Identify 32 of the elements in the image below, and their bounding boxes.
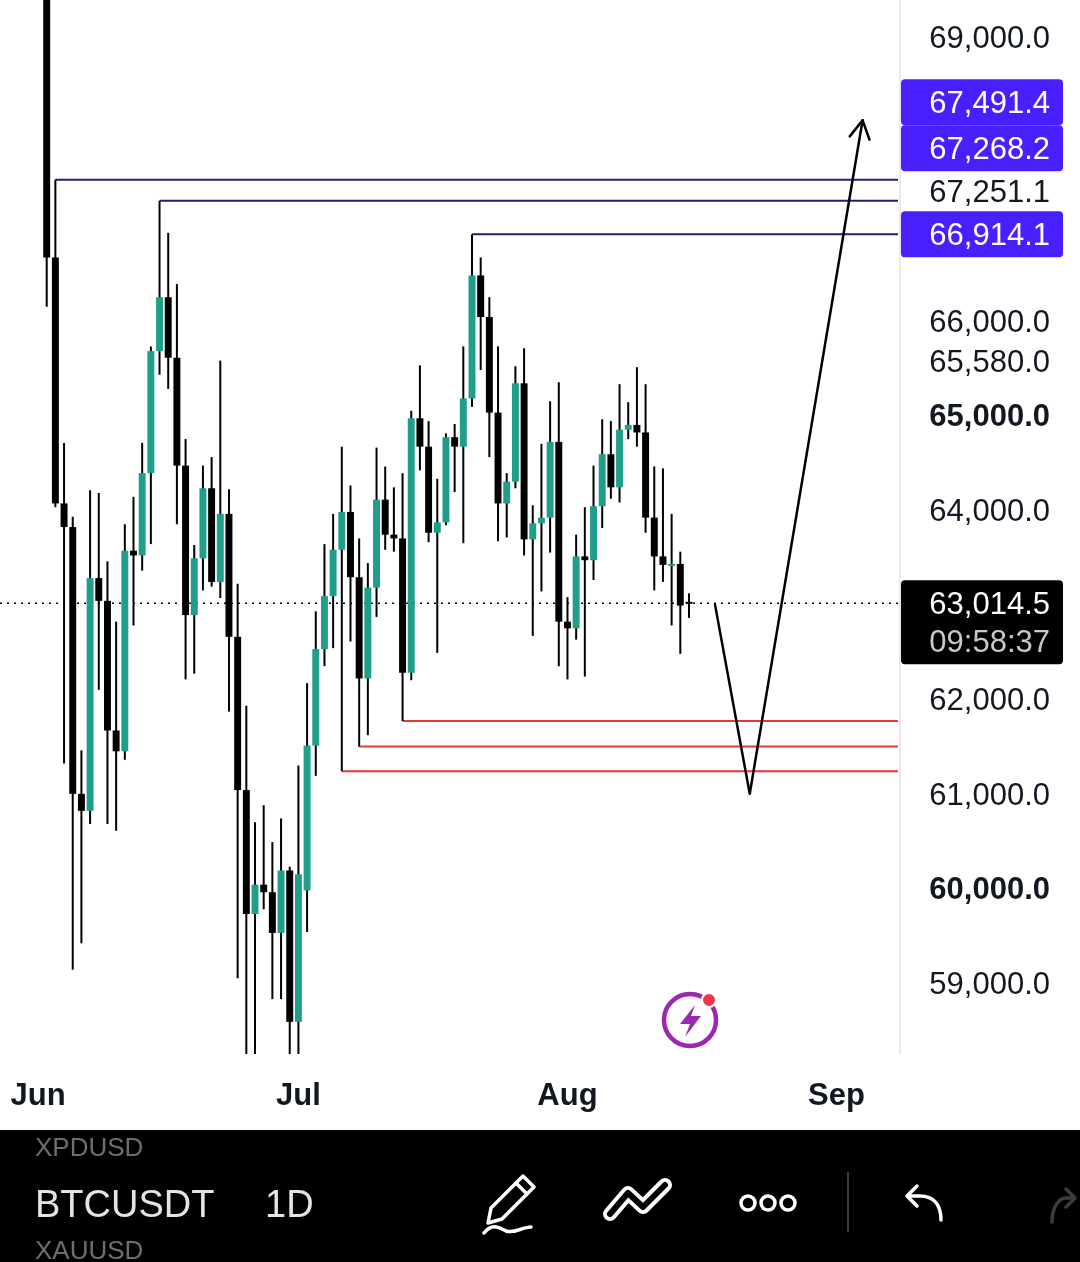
ref-line-label: 63,014.5 xyxy=(929,585,1050,621)
candlestick xyxy=(77,749,85,945)
y-tick-label: 69,000.0 xyxy=(929,19,1050,55)
candlestick xyxy=(451,422,459,494)
text: XPDUSD xyxy=(35,1132,144,1162)
y-tick-label: 65,580.0 xyxy=(929,343,1050,379)
x-tick-label: Jun xyxy=(10,1076,66,1112)
x-tick-label: Aug xyxy=(537,1076,598,1112)
y-tick-label: 64,000.0 xyxy=(929,492,1050,528)
y-tick-label: 62,000.0 xyxy=(929,681,1050,717)
candlestick xyxy=(659,467,667,583)
y-tick-label: 67,251.1 xyxy=(929,173,1050,209)
ref-line-label: 67,491.4 xyxy=(929,84,1050,120)
y-tick-label: 66,000.0 xyxy=(929,303,1050,339)
candlestick xyxy=(633,366,641,448)
y-tick-label: 61,000.0 xyxy=(929,776,1050,812)
y-tick-label: 65,000.0 xyxy=(929,397,1050,433)
ref-line-label: 66,914.1 xyxy=(929,216,1050,252)
x-tick-label: Jul xyxy=(276,1076,321,1112)
text: BTCUSDT xyxy=(35,1183,215,1225)
candlestick xyxy=(112,620,120,832)
y-tick-label: 59,000.0 xyxy=(929,965,1050,1001)
text: XAUUSD xyxy=(35,1235,144,1262)
text: 09:58:37 xyxy=(929,623,1050,659)
ref-line-label: 67,268.2 xyxy=(929,130,1050,166)
candlestick xyxy=(60,441,68,765)
y-tick-label: 60,000.0 xyxy=(929,870,1050,906)
candlestick xyxy=(260,804,268,911)
text: 1D xyxy=(265,1183,314,1225)
candlestick xyxy=(537,442,545,593)
x-tick-label: Sep xyxy=(808,1076,865,1112)
candlestick xyxy=(95,492,103,691)
